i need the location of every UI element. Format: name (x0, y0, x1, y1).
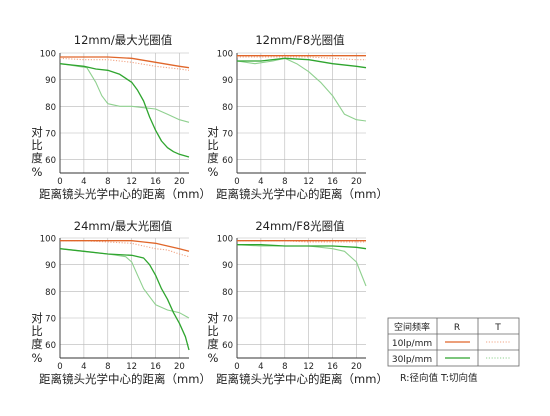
x-tick-label: 8 (282, 362, 287, 372)
legend-row-30lp: 30lp/mm (392, 355, 432, 365)
x-tick-label: 8 (105, 177, 110, 187)
y-label-unit: % (208, 165, 219, 179)
x-tick-label: 16 (150, 362, 161, 372)
y-label-char: 比 (207, 324, 219, 338)
y-label-unit: % (32, 165, 43, 179)
x-tick-label: 12 (126, 362, 137, 372)
x-axis-label: 距离镜头光学中心的距离（mm） (216, 187, 388, 201)
y-tick-label: 80 (222, 103, 233, 113)
y-tick-label: 80 (45, 288, 56, 298)
y-label-char: 对 (31, 311, 43, 325)
y-label-char: 对 (207, 125, 219, 139)
x-axis-label: 距离镜头光学中心的距离（mm） (39, 187, 211, 201)
y-tick-label: 60 (45, 341, 56, 351)
y-tick-label: 100 (40, 50, 56, 60)
y-tick-label: 90 (45, 261, 56, 271)
y-tick-label: 100 (40, 235, 56, 245)
y-axis-label: 对 比 度 % (207, 125, 219, 179)
y-tick-label: 80 (222, 288, 233, 298)
series-line-t30 (236, 244, 367, 287)
y-tick-label: 70 (222, 315, 233, 325)
series-line-r30 (237, 57, 367, 69)
y-tick-label: 90 (222, 76, 233, 86)
x-tick-label: 0 (57, 177, 62, 187)
y-tick-label: 60 (222, 156, 233, 166)
chart-title: 12mm/F8光圈值 (255, 33, 345, 47)
y-axis-label: 对 比 度 % (207, 311, 219, 365)
series-line-t30 (236, 57, 367, 122)
chart-title: 24mm/最大光圈值 (74, 219, 173, 233)
plot-area: 60 70 80 90 100 0 4 8 12 16 20 (40, 235, 190, 372)
y-tick-label: 60 (222, 341, 233, 351)
series-line-r10 (60, 56, 190, 69)
x-tick-label: 16 (150, 177, 161, 187)
y-label-unit: % (208, 351, 219, 365)
x-tick-label: 4 (258, 177, 263, 187)
series-line-r30 (59, 63, 190, 158)
y-tick-label: 90 (222, 261, 233, 271)
chart-title: 24mm/F8光圈值 (255, 219, 345, 233)
series-line-r30 (59, 248, 190, 351)
series-line-t30 (59, 248, 190, 319)
x-tick-label: 4 (81, 362, 86, 372)
y-label-char: 比 (31, 324, 43, 338)
x-tick-label: 8 (105, 362, 110, 372)
plot-area: 60 70 80 90 100 0 4 8 12 16 20 (217, 50, 367, 187)
y-tick-label: 60 (45, 156, 56, 166)
series-line-r10 (60, 240, 190, 252)
x-tick-label: 20 (174, 177, 185, 187)
y-tick-label: 100 (217, 50, 233, 60)
x-axis-label: 距离镜头光学中心的距离（mm） (39, 372, 211, 386)
x-tick-label: 0 (234, 177, 239, 187)
y-tick-label: 70 (222, 130, 233, 140)
x-tick-label: 4 (258, 362, 263, 372)
y-axis-label: 对 比 度 % (31, 311, 43, 365)
y-label-char: 度 (31, 337, 43, 351)
x-tick-label: 16 (327, 362, 338, 372)
legend-note: R:径向值 T:切向值 (400, 372, 478, 384)
y-label-char: 比 (207, 138, 219, 152)
x-tick-label: 16 (327, 177, 338, 187)
x-tick-label: 0 (57, 362, 62, 372)
y-label-char: 度 (207, 337, 219, 351)
y-tick-label: 70 (45, 315, 56, 325)
x-axis-label: 距离镜头光学中心的距离（mm） (216, 372, 388, 386)
plot-area: 60 70 80 90 100 0 4 8 12 16 20 (217, 235, 367, 372)
x-tick-label: 20 (351, 362, 362, 372)
x-tick-label: 4 (81, 177, 86, 187)
legend-border (387, 317, 520, 367)
x-tick-label: 8 (282, 177, 287, 187)
y-label-unit: % (32, 351, 43, 365)
y-label-char: 度 (207, 151, 219, 165)
x-tick-label: 20 (351, 177, 362, 187)
legend-header-r: R (454, 323, 460, 333)
series-line-t30 (59, 63, 190, 123)
y-tick-label: 90 (45, 76, 56, 86)
y-label-char: 对 (207, 311, 219, 325)
x-tick-label: 12 (303, 362, 314, 372)
y-tick-label: 80 (45, 103, 56, 113)
series-line-r30 (237, 244, 367, 250)
y-label-char: 度 (31, 151, 43, 165)
x-tick-label: 12 (303, 177, 314, 187)
legend-table: 空间频率 R T 10lp/mm 30lp/mm R:径向值 T:切向值 (387, 317, 520, 384)
x-tick-label: 12 (126, 177, 137, 187)
x-tick-label: 0 (234, 362, 239, 372)
y-label-char: 比 (31, 138, 43, 152)
y-tick-label: 70 (45, 130, 56, 140)
y-tick-label: 100 (217, 235, 233, 245)
legend-header-frequency: 空间频率 (394, 321, 430, 333)
y-label-char: 对 (31, 125, 43, 139)
x-tick-label: 20 (174, 362, 185, 372)
y-axis-label: 对 比 度 % (31, 125, 43, 179)
legend-row-10lp: 10lp/mm (392, 339, 432, 349)
chart-title: 12mm/最大光圈值 (74, 33, 173, 47)
legend-header-t: T (494, 323, 501, 333)
plot-area: 60 70 80 90 100 0 4 8 12 16 20 (40, 50, 190, 187)
